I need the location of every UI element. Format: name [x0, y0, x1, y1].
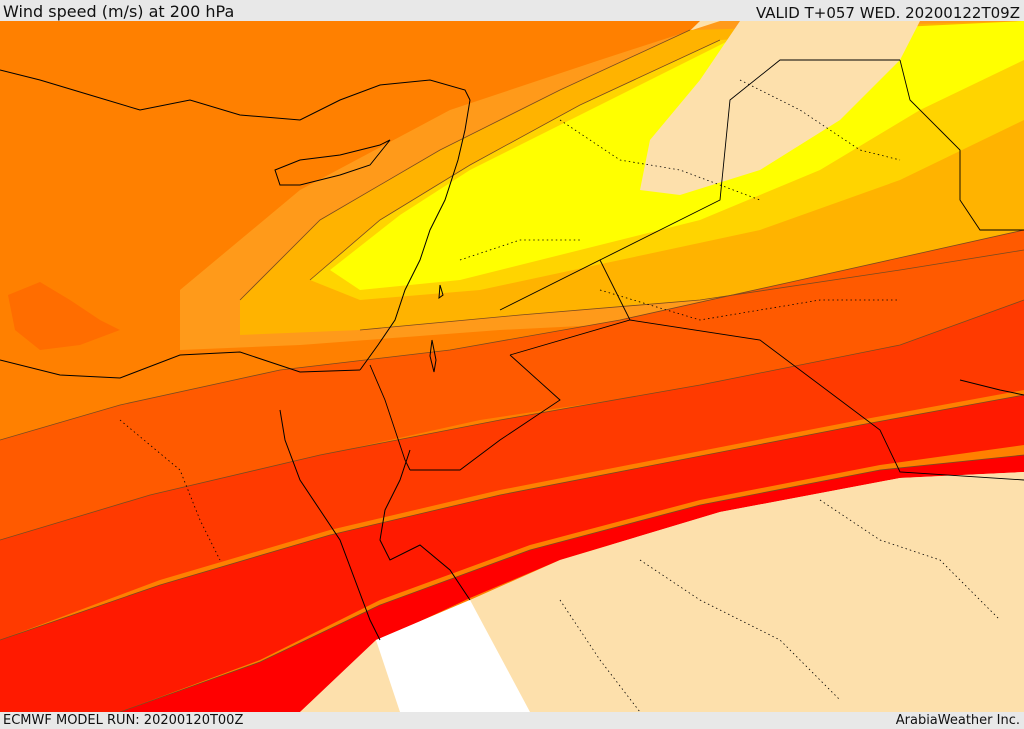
- province-boundaries: [119, 79, 1001, 712]
- wind-band-red-orange: [0, 230, 1024, 545]
- coastlines: [0, 69, 1024, 641]
- land-region-ne: [640, 21, 920, 195]
- footer-bar: ECMWF MODEL RUN: 20200120T00Z ArabiaWeat…: [0, 712, 1024, 729]
- wind-band-deep-red: [120, 455, 1024, 712]
- wind-band-red-orange-2: [0, 300, 1024, 640]
- credit-label: ArabiaWeather Inc.: [895, 713, 1020, 728]
- wind-band-red: [0, 395, 1024, 712]
- wind-blob-orange: [8, 282, 120, 350]
- map-canvas: [0, 21, 1024, 712]
- valid-time-label: VALID T+057 WED. 20200122T09Z: [755, 4, 1020, 22]
- no-data-region-south: [376, 600, 530, 712]
- title-bar: Wind speed (m/s) at 200 hPa VALID T+057 …: [0, 0, 1024, 22]
- model-run-label: ECMWF MODEL RUN: 20200120T00Z: [3, 713, 244, 728]
- wind-speed-map: [0, 21, 1024, 712]
- wind-contours: [0, 29, 1024, 712]
- country-borders: [369, 59, 1024, 481]
- map-title: Wind speed (m/s) at 200 hPa: [3, 2, 235, 21]
